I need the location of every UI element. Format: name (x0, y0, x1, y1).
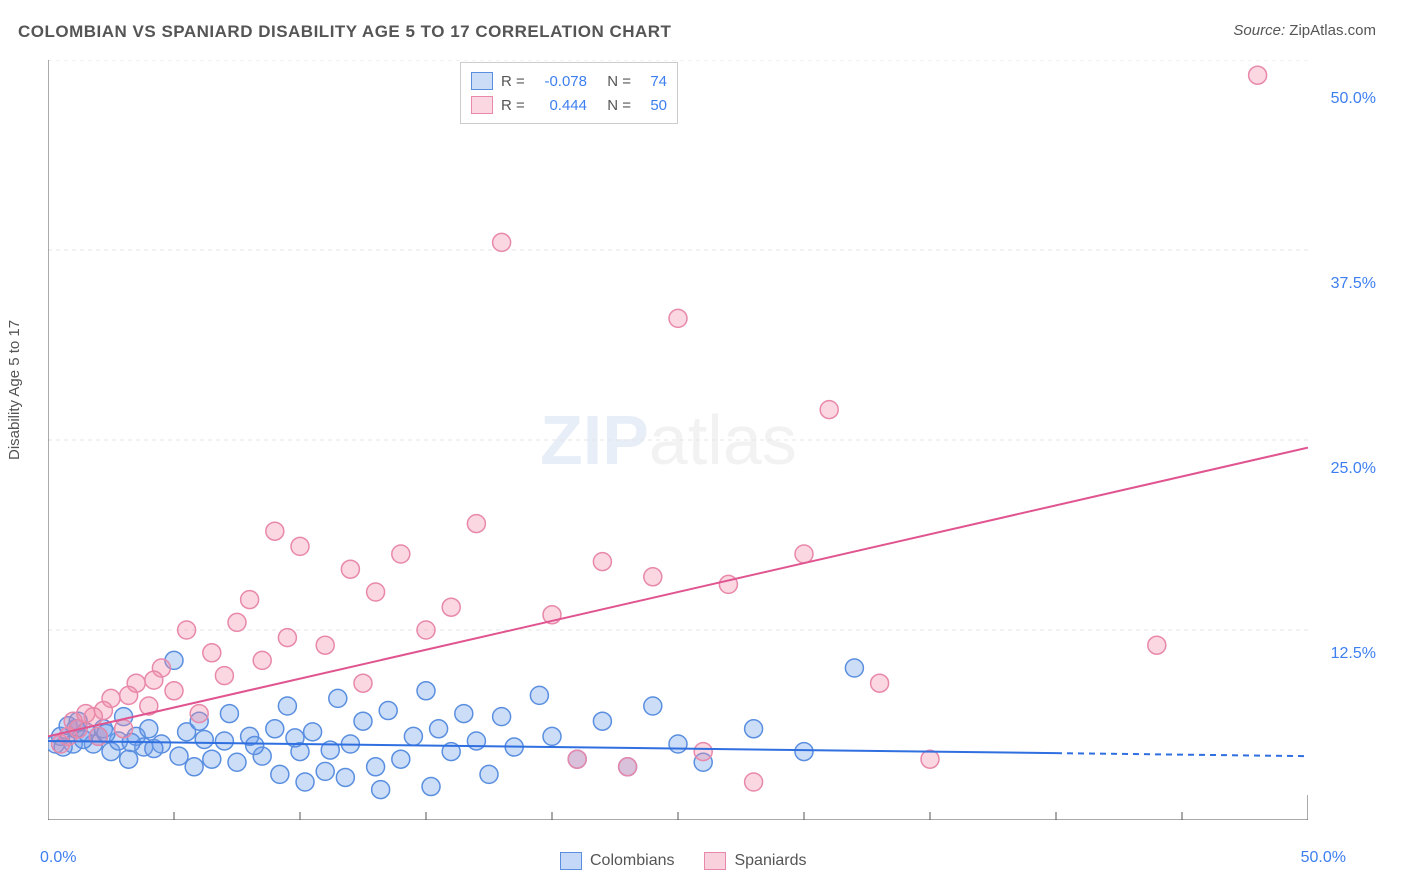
legend-label-colombians: Colombians (590, 852, 674, 870)
chart-area (48, 60, 1308, 820)
legend-correlation-box: R = -0.078 N = 74 R = 0.444 N = 50 (460, 62, 678, 124)
legend-n-label: N = (603, 97, 631, 114)
legend-series: Colombians Spaniards (560, 852, 807, 870)
legend-n-value-colombians: 74 (639, 73, 667, 90)
legend-swatch-spaniards-icon (704, 852, 726, 870)
source-attribution: Source: ZipAtlas.com (1233, 22, 1376, 39)
source-label: Source: (1233, 22, 1289, 39)
legend-r-label: R = (501, 97, 529, 114)
xtick-label-left: 0.0% (40, 849, 76, 867)
legend-r-value-spaniards: 0.444 (537, 97, 587, 114)
ytick-label-50: 50.0% (1331, 90, 1376, 108)
legend-n-label: N = (603, 73, 631, 90)
ytick-label-37-5: 37.5% (1331, 275, 1376, 293)
legend-swatch-colombians-icon (560, 852, 582, 870)
ytick-label-12-5: 12.5% (1331, 645, 1376, 663)
legend-r-label: R = (501, 73, 529, 90)
legend-n-value-spaniards: 50 (639, 97, 667, 114)
legend-item-colombians: Colombians (560, 852, 674, 870)
legend-r-value-colombians: -0.078 (537, 73, 587, 90)
chart-svg (48, 60, 1308, 820)
legend-swatch-spaniards (471, 96, 493, 114)
ytick-label-25: 25.0% (1331, 460, 1376, 478)
chart-title: COLOMBIAN VS SPANIARD DISABILITY AGE 5 T… (18, 22, 671, 42)
xtick-label-right: 50.0% (1301, 849, 1346, 867)
legend-row-colombians: R = -0.078 N = 74 (471, 69, 667, 93)
legend-label-spaniards: Spaniards (734, 852, 806, 870)
source-value: ZipAtlas.com (1289, 22, 1376, 39)
y-axis-label: Disability Age 5 to 17 (6, 320, 23, 460)
legend-item-spaniards: Spaniards (704, 852, 806, 870)
legend-row-spaniards: R = 0.444 N = 50 (471, 93, 667, 117)
legend-swatch-colombians (471, 72, 493, 90)
